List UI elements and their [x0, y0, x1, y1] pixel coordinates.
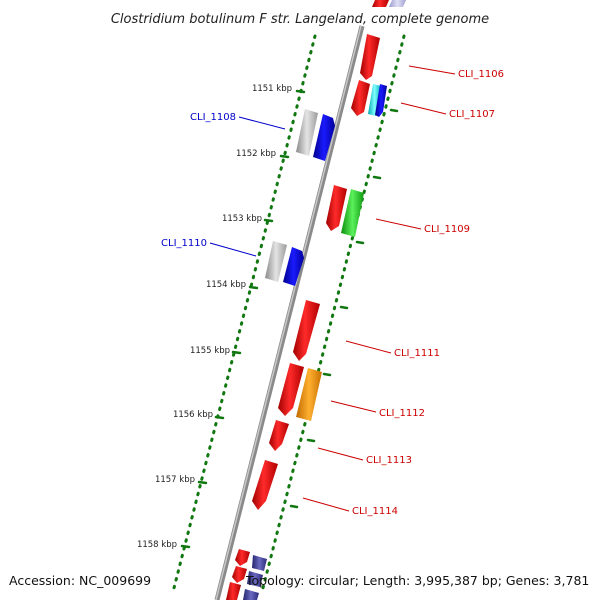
gene-feature-cli-1110[interactable]	[283, 247, 304, 286]
accession-text: Accession: NC_009699	[9, 573, 152, 588]
gene-feature-cli-1113[interactable]	[269, 420, 289, 451]
gene-feature-cli-1107-red[interactable]	[351, 80, 370, 116]
gene-feature-cli-1107-cyan[interactable]	[368, 84, 381, 116]
gene-feature-cli-1109[interactable]	[341, 189, 364, 237]
gene-feature-cli-1112[interactable]	[296, 368, 322, 421]
gene-label-cli-1108[interactable]: CLI_1108	[190, 112, 236, 123]
kbp-label: 1155 kbp	[190, 346, 230, 356]
kbp-label: 1158 kbp	[137, 540, 177, 550]
gene-label-cli-1109[interactable]: CLI_1109	[424, 224, 470, 235]
gene-feature-bottom[interactable]	[247, 571, 263, 587]
genome-backbone-highlight	[215, 25, 362, 600]
gene-feature-bottom[interactable]	[243, 589, 259, 600]
gene-feature-cli-1106[interactable]	[360, 34, 380, 80]
kbp-label: 1153 kbp	[222, 214, 262, 224]
gene-feature-partial[interactable]	[372, 0, 389, 7]
gene-features	[226, 0, 406, 600]
gene-feature-bottom[interactable]	[232, 566, 247, 583]
gene-feature-cli-1108[interactable]	[313, 114, 335, 161]
gene-feature-cli-1111[interactable]	[293, 300, 320, 361]
kbp-label: 1152 kbp	[236, 149, 276, 159]
gene-feature-cli-1107-blue[interactable]	[375, 84, 387, 117]
gene-label-cli-1111[interactable]: CLI_1111	[394, 348, 440, 359]
topology-text: Topology: circular; Length: 3,995,387 bp…	[246, 573, 590, 588]
kbp-ticks-left	[180, 89, 306, 549]
gene-label-cli-1113[interactable]: CLI_1113	[366, 455, 412, 466]
tick-track-left	[172, 34, 317, 590]
gene-feature-bottom[interactable]	[235, 549, 250, 566]
genome-backbone	[214, 25, 365, 600]
gene-feature-bottom[interactable]	[252, 555, 267, 571]
kbp-ticks-right	[289, 108, 399, 509]
gene-label-cli-1112[interactable]: CLI_1112	[379, 408, 425, 419]
gene-label-cli-1114[interactable]: CLI_1114	[352, 506, 398, 517]
kbp-label: 1156 kbp	[173, 410, 213, 420]
kbp-label: 1157 kbp	[155, 475, 195, 485]
gene-label-cli-1110[interactable]: CLI_1110	[161, 238, 207, 249]
map-title: Clostridium botulinum F str. Langeland, …	[111, 12, 489, 27]
gene-label-cli-1106[interactable]: CLI_1106	[458, 69, 504, 80]
gene-feature-bottom[interactable]	[226, 582, 241, 600]
gene-feature-partial[interactable]	[389, 0, 406, 7]
kbp-label: 1151 kbp	[252, 84, 292, 94]
gene-feature-cli-1114[interactable]	[252, 460, 278, 510]
gene-callouts	[209, 65, 456, 512]
tick-track-right	[261, 34, 406, 590]
gene-feature-cli-1110-gray[interactable]	[265, 241, 287, 282]
gene-feature-cli-1108-gray[interactable]	[296, 109, 318, 156]
gene-label-cli-1107[interactable]: CLI_1107	[449, 109, 495, 120]
gene-feature-cli-1112-red[interactable]	[278, 363, 304, 416]
gene-feature-cli-1109-red[interactable]	[326, 185, 347, 231]
kbp-label: 1154 kbp	[206, 280, 246, 290]
